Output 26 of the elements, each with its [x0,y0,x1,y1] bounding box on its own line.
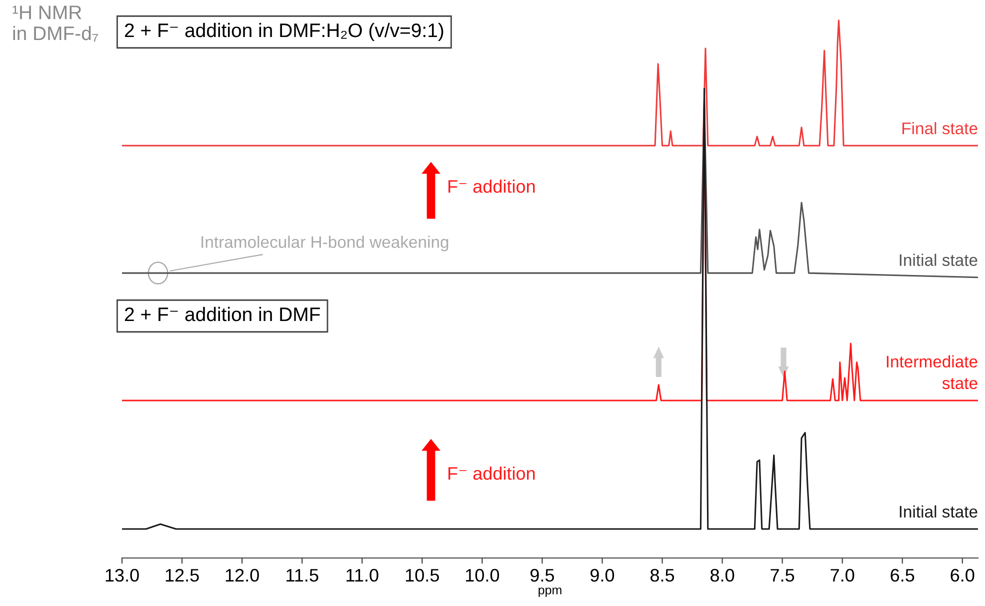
x-axis-title: ppm [538,588,562,597]
x-tick-label: 12.0 [226,568,259,582]
annotation: 2 + F⁻ addition in DMF [124,306,320,322]
x-tick-label: 6.0 [950,568,974,582]
annotation: 2 + F⁻ addition in DMF:H₂O (v/v=9:1) [124,22,444,42]
x-tick-label: 8.0 [710,568,734,582]
x-tick-label: 11.5 [286,569,318,582]
x-tick-label: 7.5 [770,569,794,582]
series-label: Final state [902,122,978,134]
x-tick-label: 12.5 [166,568,199,582]
x-tick-label: 13.0 [106,568,139,582]
series-label: Intermediate state [886,355,978,390]
x-tick-label: 9.0 [590,568,614,582]
x-tick-label: 11.0 [346,568,378,582]
x-tick-label: 9.5 [530,568,554,582]
x-tick-label: 10.0 [466,568,500,582]
series-label: Initial state [900,505,978,518]
x-tick-label: 8.5 [650,568,674,582]
annotation: F⁻ addition [448,466,535,480]
annotation: Intramolecular H-bond weakening [202,236,448,252]
x-tick-label: 6.5 [890,568,914,582]
annotation: F⁻ addition [448,180,535,193]
series-label: Initial state [900,254,978,266]
x-tick-label: 7.0 [830,568,854,582]
text: ¹H NMR in DMF-d₇ [12,6,98,42]
x-tick-label: 10.5 [406,568,439,582]
